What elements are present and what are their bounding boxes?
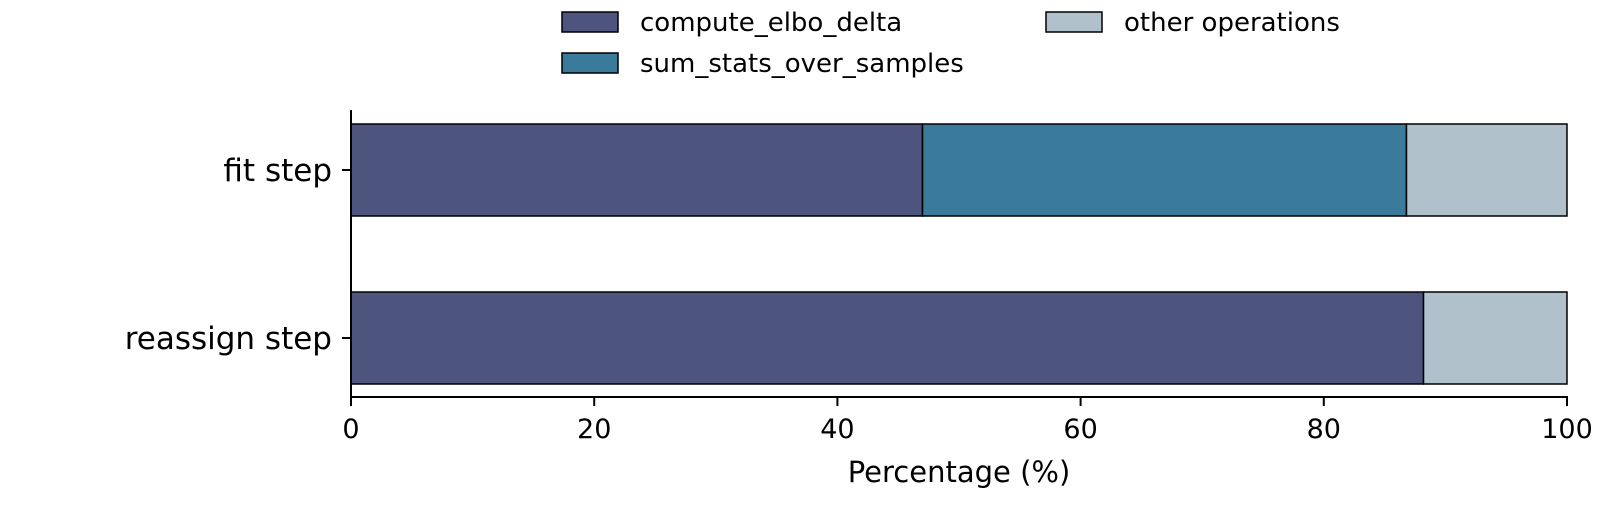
x-axis-label: Percentage (%) — [848, 455, 1071, 489]
legend-swatch-sum-stats-over-samples — [561, 52, 619, 74]
x-ticks-group: 0 20 40 60 80 100 — [342, 397, 1593, 445]
bar-reassign-step-compute-elbo-delta — [350, 291, 1425, 385]
legend-label-compute-elbo-delta: compute_elbo_delta — [640, 8, 902, 38]
legend-swatch-other-operations — [1045, 11, 1103, 33]
bar-fit-step-other-operations — [1405, 123, 1568, 217]
category-label-fit-step: fit step — [223, 153, 332, 189]
x-tick-label: 60 — [1063, 414, 1097, 445]
bar-reassign-step-other-operations — [1422, 291, 1568, 385]
x-tick-label: 80 — [1307, 414, 1341, 445]
legend-swatch-compute-elbo-delta — [561, 11, 619, 33]
legend-label-sum-stats-over-samples: sum_stats_over_samples — [640, 49, 964, 79]
x-tick-label: 40 — [820, 414, 854, 445]
category-label-reassign-step: reassign step — [125, 321, 332, 357]
x-tick-label: 0 — [342, 414, 359, 445]
axes-group — [350, 110, 1568, 398]
bars-group — [350, 123, 1568, 385]
category-labels-group: fit step reassign step — [125, 153, 351, 357]
x-tick-label: 100 — [1541, 414, 1593, 445]
bar-fit-step-sum-stats-over-samples — [921, 123, 1408, 217]
x-tick-label: 20 — [577, 414, 611, 445]
bar-fit-step-compute-elbo-delta — [350, 123, 924, 217]
legend-label-other-operations: other operations — [1124, 8, 1340, 38]
legend: compute_elbo_delta sum_stats_over_samples… — [561, 8, 1340, 79]
